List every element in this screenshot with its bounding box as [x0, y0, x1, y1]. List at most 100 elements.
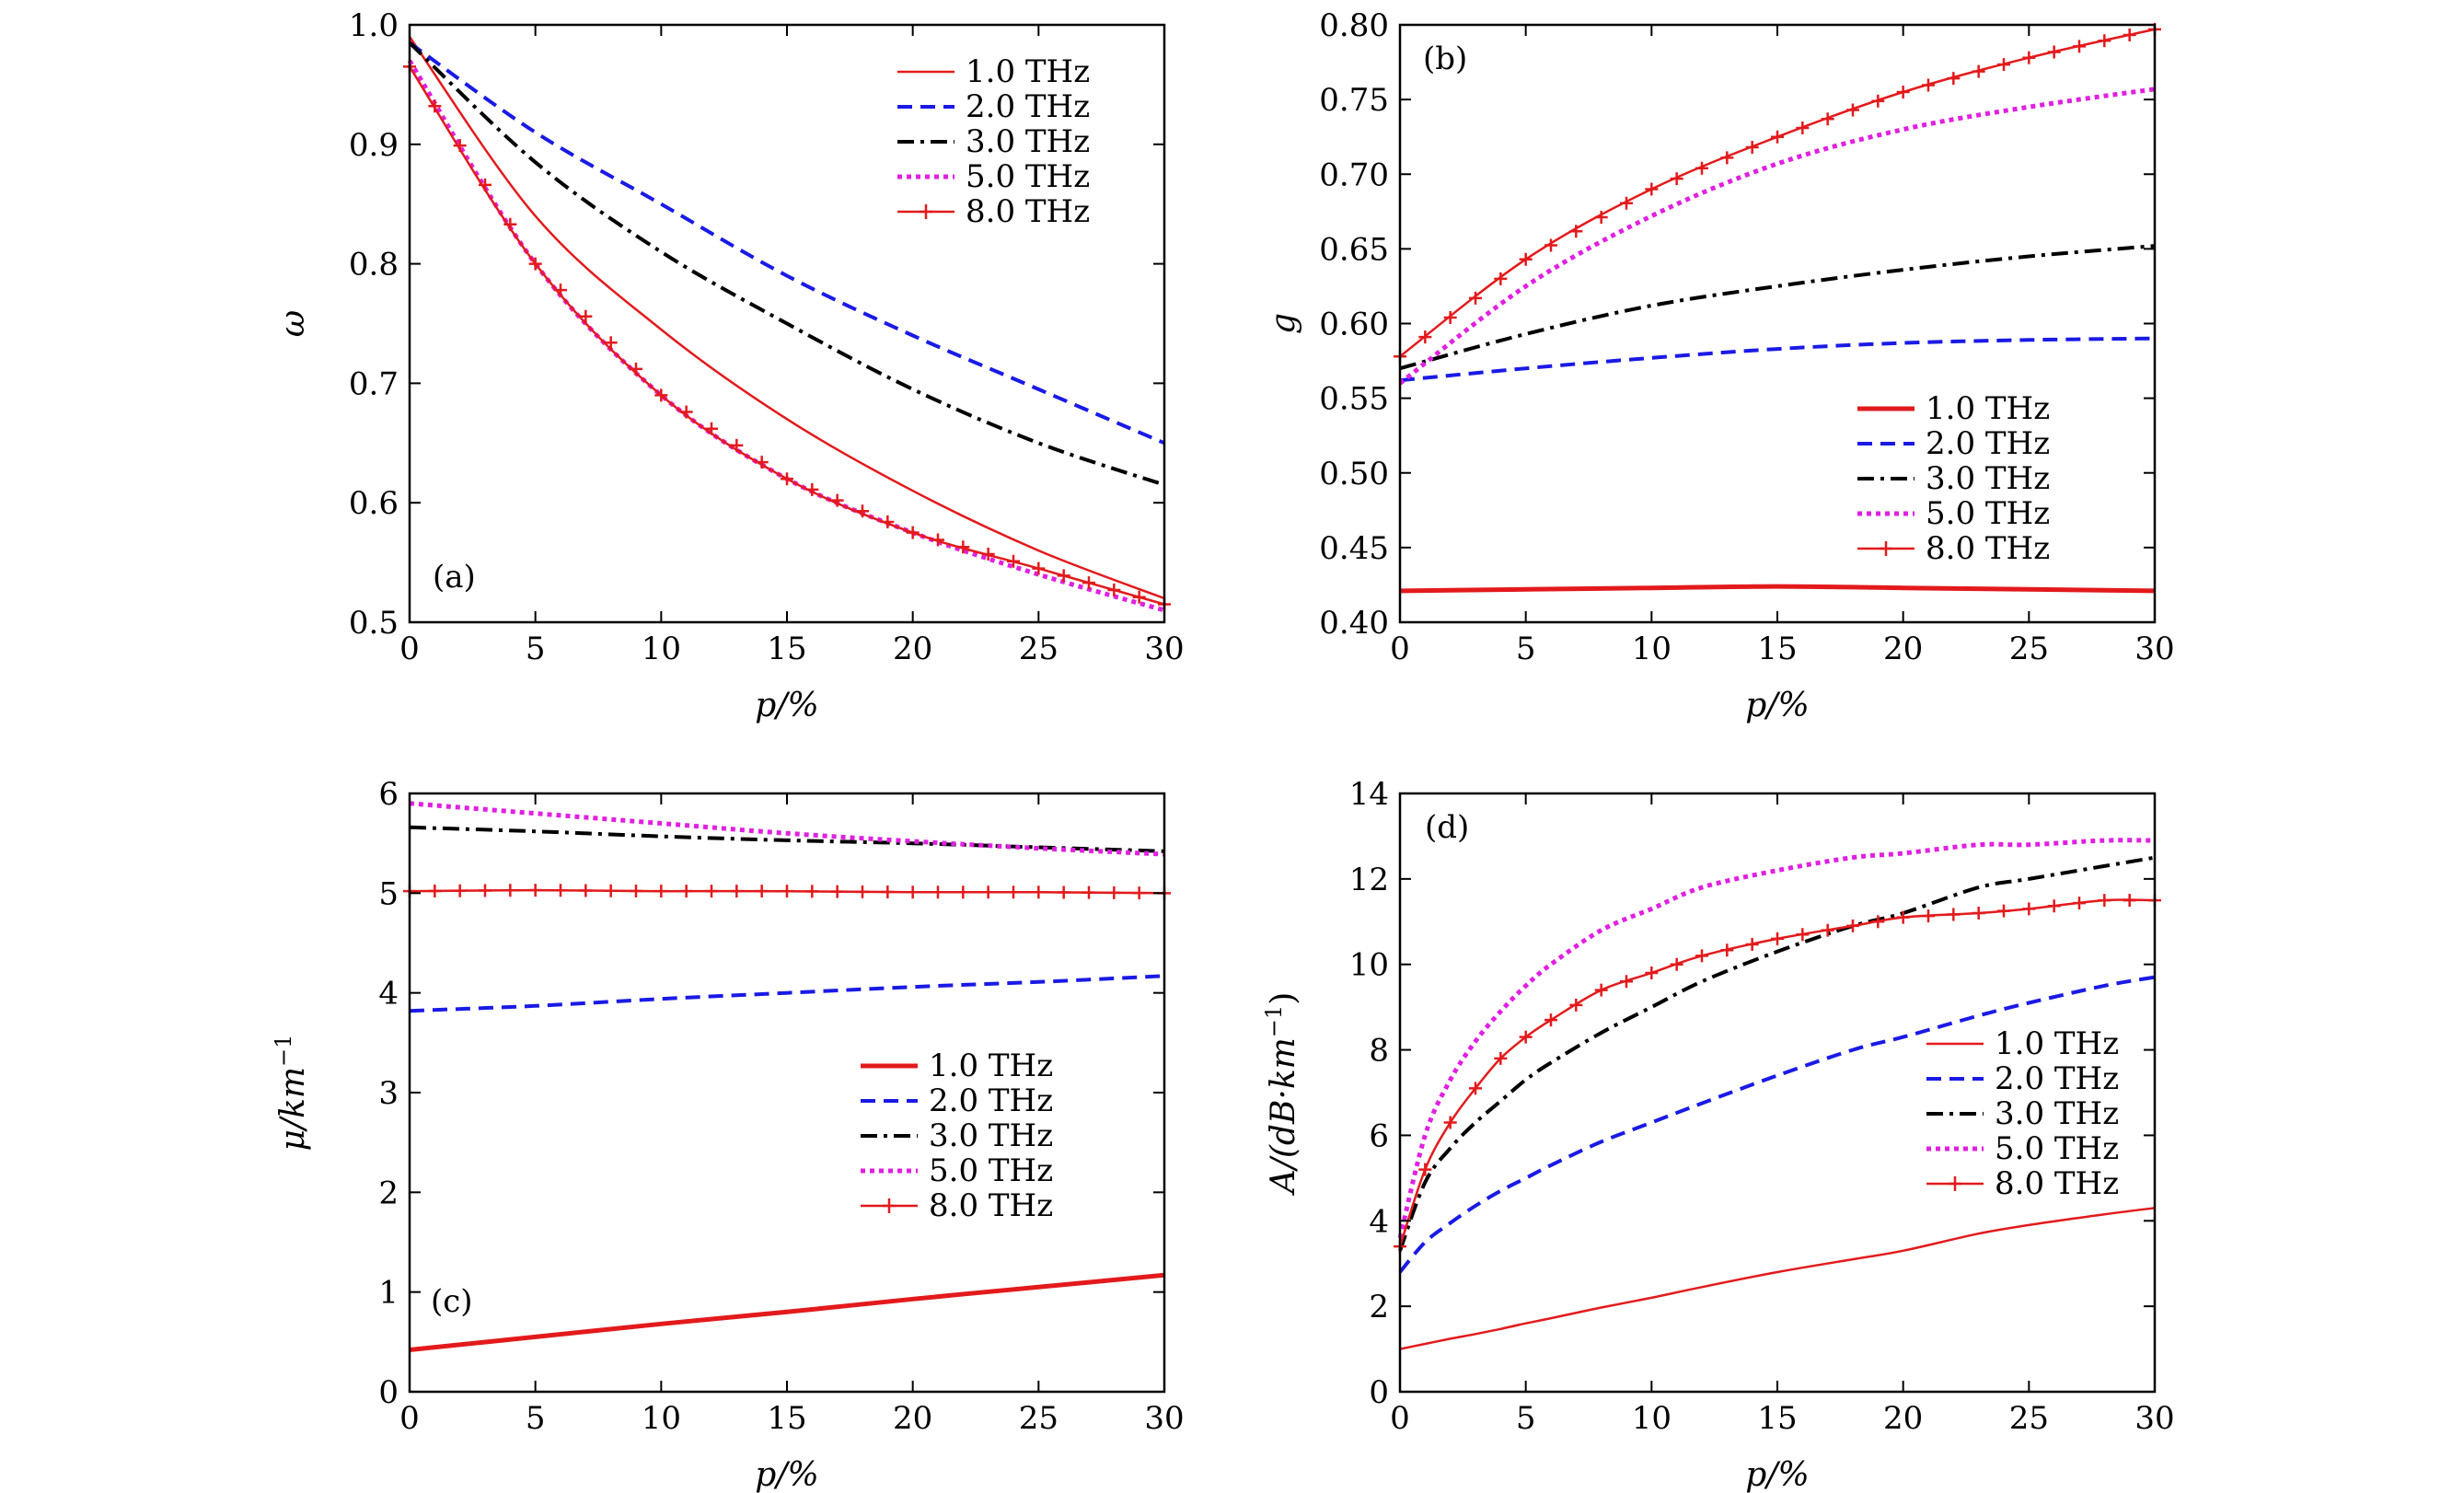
- series-marker: [1695, 161, 1708, 175]
- legend-label: 8.0 THz: [1995, 1165, 2119, 1202]
- x-tick-label: 20: [893, 1400, 932, 1437]
- series-marker: [1082, 885, 1095, 899]
- series-marker: [881, 515, 895, 528]
- series-marker: [1720, 943, 1734, 957]
- series-marker: [1670, 957, 1683, 971]
- series-marker: [630, 362, 642, 376]
- series-marker: [1443, 1116, 1457, 1129]
- series-marker: [1107, 583, 1121, 596]
- y-tick-label: 2: [1369, 1289, 1389, 1325]
- series-marker: [1082, 576, 1095, 590]
- y-tick-label: 0.55: [1319, 381, 1389, 418]
- series-marker: [1922, 78, 1935, 92]
- series-marker: [1418, 330, 1432, 344]
- series-marker: [1469, 291, 1482, 305]
- series-marker: [554, 284, 567, 297]
- x-tick-label: 10: [1632, 631, 1672, 667]
- legend-label: 2.0 THz: [1995, 1060, 2119, 1097]
- series-marker: [1418, 1163, 1432, 1176]
- series-marker: [1871, 915, 1885, 929]
- x-tick-label: 5: [1516, 1400, 1536, 1437]
- series-marker: [2098, 894, 2111, 908]
- x-tick-label: 30: [1144, 1400, 1184, 1437]
- series-marker: [1544, 1013, 1557, 1027]
- series-line: [409, 1272, 1165, 1352]
- series-line: [409, 801, 1165, 857]
- series-marker: [1007, 885, 1020, 899]
- x-tick-label: 30: [2134, 631, 2174, 667]
- y-tick-label: 2: [378, 1175, 399, 1211]
- series-line: [1399, 28, 2156, 358]
- legend-marker: [920, 204, 932, 219]
- series-marker: [1972, 64, 1985, 78]
- series-marker: [1007, 554, 1020, 568]
- series-marker: [1057, 569, 1070, 583]
- series-marker: [503, 217, 517, 231]
- x-tick-label: 25: [2009, 1400, 2049, 1437]
- legend-marker: [1949, 1176, 1961, 1191]
- series-marker: [1645, 966, 1659, 979]
- series-marker: [1997, 904, 2010, 918]
- series-marker: [906, 526, 920, 539]
- series-marker: [931, 533, 944, 547]
- y-axis-title: ω: [274, 310, 312, 337]
- y-axis-title-main: A/(dB·km: [1265, 1037, 1302, 1196]
- series-group: [1394, 838, 2161, 1350]
- panel-label: (b): [1423, 41, 1467, 77]
- series-marker: [1821, 923, 1834, 937]
- series-marker: [453, 139, 467, 153]
- legend-label: 3.0 THz: [1995, 1095, 2119, 1132]
- series-marker: [1997, 58, 2010, 72]
- panel-0: 0 5 10 15 20 25 30 0.5 0.6 0.7 0.8 0.9 1.0 p/% ω (a) 1.0…: [274, 7, 1185, 724]
- x-tick-label: 5: [526, 1400, 546, 1437]
- series-marker: [1519, 252, 1533, 266]
- series-marker: [1771, 932, 1784, 945]
- y-axis-title-main: ω: [274, 310, 312, 337]
- series-marker: [781, 885, 793, 898]
- series-marker: [479, 178, 492, 191]
- x-tick-label: 20: [893, 631, 932, 667]
- x-tick-label: 0: [399, 1400, 420, 1437]
- x-axis-title: p/%: [1745, 687, 1809, 724]
- series-group: [1394, 22, 2161, 594]
- y-tick-label: 4: [1369, 1203, 1389, 1240]
- series-marker: [1745, 938, 1759, 952]
- series-marker: [679, 405, 693, 419]
- x-tick-label: 0: [399, 631, 420, 667]
- y-axis-title: A/(dB·km−1): [1261, 992, 1302, 1197]
- y-tick-label: 0.6: [349, 485, 399, 522]
- series-marker: [1594, 210, 1608, 224]
- y-tick-label: 0.65: [1319, 231, 1389, 268]
- y-tick-label: 10: [1349, 947, 1389, 984]
- legend-label: 2.0 THz: [929, 1082, 1053, 1119]
- y-axis-title-end: ): [1265, 992, 1302, 1005]
- series-marker: [730, 885, 744, 898]
- legend-label: 5.0 THz: [929, 1152, 1053, 1189]
- series-marker: [830, 493, 844, 507]
- series-marker: [1469, 1082, 1482, 1095]
- series-marker: [931, 885, 944, 899]
- series-marker: [428, 99, 442, 113]
- x-tick-label: 30: [1144, 631, 1184, 667]
- legend-label: 8.0 THz: [966, 193, 1090, 230]
- y-tick-label: 4: [378, 976, 399, 1013]
- series-marker: [1720, 151, 1734, 165]
- series-marker: [1620, 975, 1633, 989]
- series-line: [1399, 1207, 2156, 1350]
- series-marker: [906, 885, 920, 899]
- x-tick-label: 25: [1019, 631, 1058, 667]
- series-marker: [1519, 1030, 1533, 1044]
- series-marker: [1745, 141, 1759, 155]
- series-line: [1398, 855, 2156, 1252]
- series-marker: [453, 884, 467, 897]
- series-marker: [1821, 112, 1834, 126]
- y-tick-label: 8: [1369, 1033, 1389, 1070]
- series-marker: [1032, 885, 1046, 899]
- series-marker: [630, 884, 642, 897]
- series-marker: [1443, 311, 1457, 325]
- series-marker: [654, 388, 668, 402]
- series-marker: [1032, 561, 1046, 575]
